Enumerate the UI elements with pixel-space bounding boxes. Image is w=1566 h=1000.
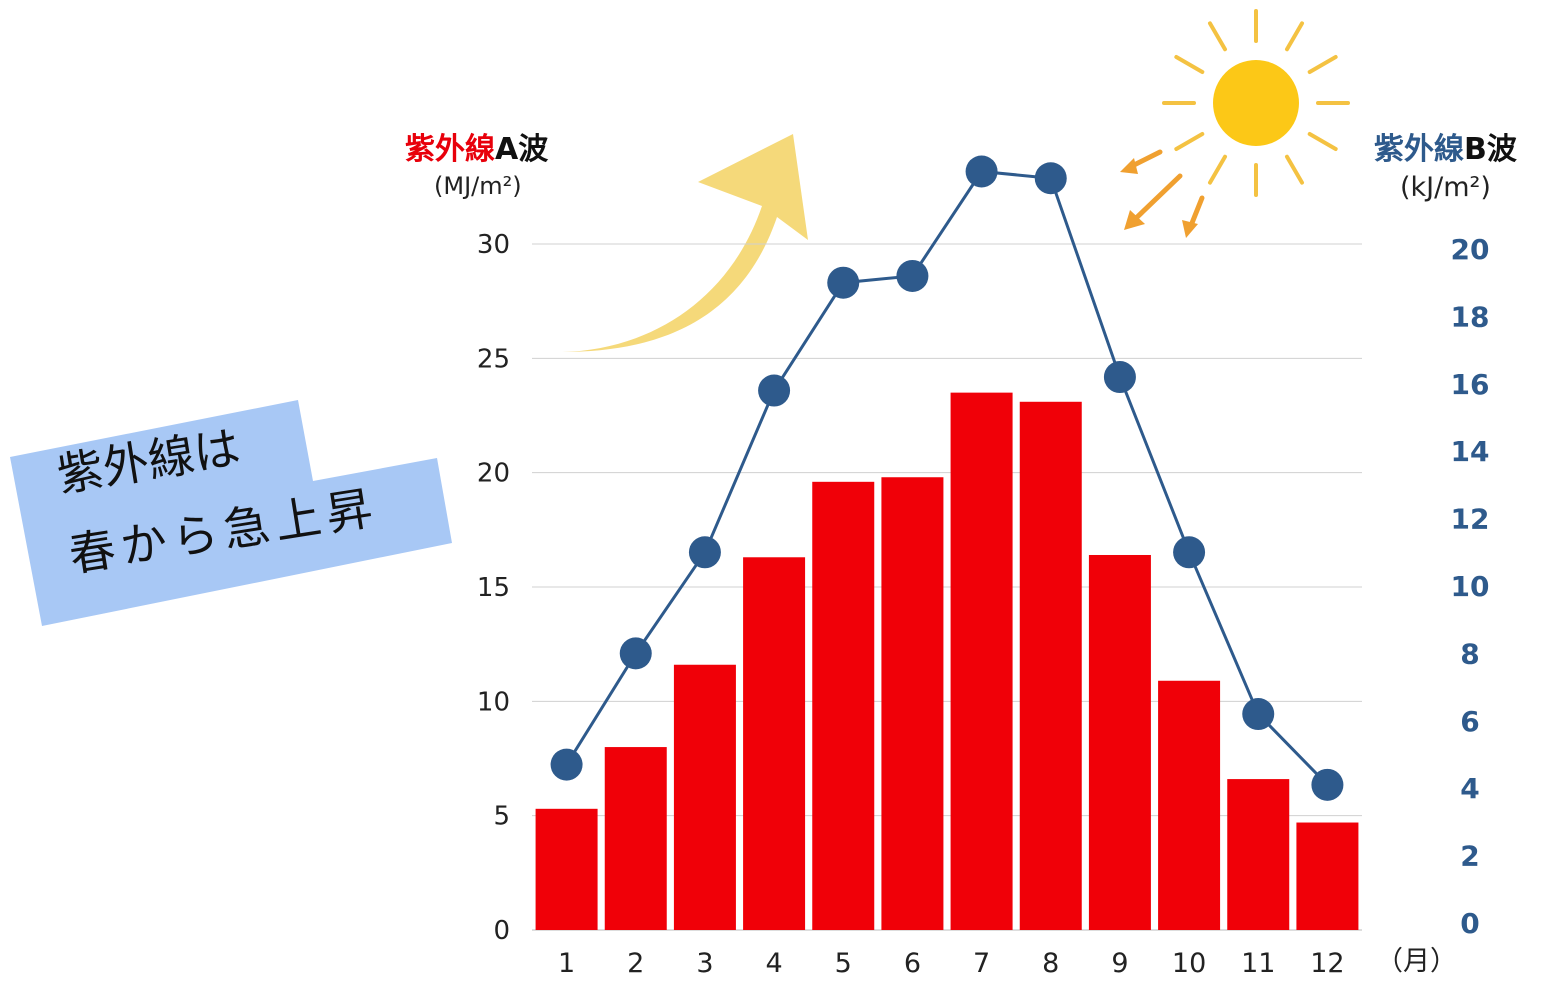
point-uvb-3: [688, 536, 721, 569]
point-uvb-7: [965, 155, 998, 188]
left-axis-title-suffix: A波: [495, 132, 549, 167]
x-axis-unit: （月）: [1376, 946, 1457, 977]
x-tick-label: 6: [904, 948, 921, 979]
left-tick-label: 25: [477, 344, 510, 374]
rising-arrow-icon: [562, 134, 808, 352]
right-tick-label: 12: [1451, 503, 1490, 536]
bar-uva-1: [535, 808, 598, 930]
right-tick-label: 4: [1460, 772, 1479, 805]
left-axis-title-main: 紫外線: [405, 132, 495, 167]
x-tick-label: 11: [1241, 948, 1275, 979]
right-axis-title: 紫外線B波: [1374, 124, 1517, 168]
bar-uva-5: [812, 481, 875, 930]
bar-uva-12: [1296, 822, 1359, 930]
x-tick-label: 3: [696, 948, 713, 979]
left-tick-label: 30: [477, 230, 510, 260]
point-uvb-2: [619, 637, 652, 670]
right-tick-label: 20: [1451, 233, 1490, 266]
uvb-line: [565, 169, 1329, 786]
bar-uva-11: [1227, 779, 1290, 930]
left-axis-unit: (MJ/m²): [434, 172, 522, 200]
x-tick-label: 5: [835, 948, 852, 979]
left-tick-label: 15: [477, 573, 510, 603]
right-axis-unit: (kJ/m²): [1400, 172, 1491, 203]
bar-uva-4: [743, 557, 806, 930]
point-uvb-11: [1242, 698, 1275, 731]
x-tick-label: 7: [973, 948, 990, 979]
x-tick-label: 1: [558, 948, 575, 979]
bar-uva-10: [1158, 680, 1221, 930]
x-tick-label: 4: [765, 948, 782, 979]
note-background: [10, 400, 452, 626]
point-uvb-8: [1034, 162, 1067, 195]
bar-uva-8: [1019, 401, 1082, 930]
right-tick-label: 8: [1460, 637, 1479, 670]
left-tick-label: 5: [493, 802, 510, 832]
right-tick-label: 16: [1451, 368, 1490, 401]
right-tick-label: 18: [1451, 300, 1490, 333]
right-tick-label: 2: [1460, 840, 1479, 873]
sun-icon: [1162, 9, 1350, 197]
point-uvb-1: [550, 748, 583, 781]
bar-uva-2: [604, 747, 667, 930]
right-tick-label: 0: [1460, 907, 1479, 940]
bar-uva-9: [1088, 554, 1151, 930]
right-tick-label: 14: [1451, 435, 1490, 468]
left-axis-title: 紫外線A波: [405, 124, 548, 168]
right-tick-label: 10: [1451, 570, 1490, 603]
right-axis-title-main: 紫外線: [1374, 132, 1464, 167]
point-uvb-5: [827, 266, 860, 299]
bar-uva-6: [881, 477, 944, 930]
left-tick-label: 20: [477, 459, 510, 489]
point-uvb-9: [1103, 361, 1136, 394]
right-tick-label: 6: [1460, 705, 1479, 738]
point-uvb-12: [1311, 768, 1344, 801]
x-tick-label: 10: [1172, 948, 1206, 979]
bar-uva-7: [950, 392, 1013, 931]
bar-uva-3: [673, 664, 736, 930]
point-uvb-6: [896, 259, 929, 292]
point-uvb-4: [758, 374, 791, 407]
left-tick-label: 0: [493, 916, 510, 946]
x-tick-label: 2: [627, 948, 644, 979]
right-axis-title-suffix: B波: [1464, 132, 1517, 167]
x-tick-label: 12: [1310, 948, 1344, 979]
x-tick-label: 9: [1111, 948, 1128, 979]
point-uvb-10: [1173, 536, 1206, 569]
x-tick-label: 8: [1042, 948, 1059, 979]
left-tick-label: 10: [477, 687, 510, 717]
uv-rays-arrows-icon: [1120, 149, 1205, 238]
